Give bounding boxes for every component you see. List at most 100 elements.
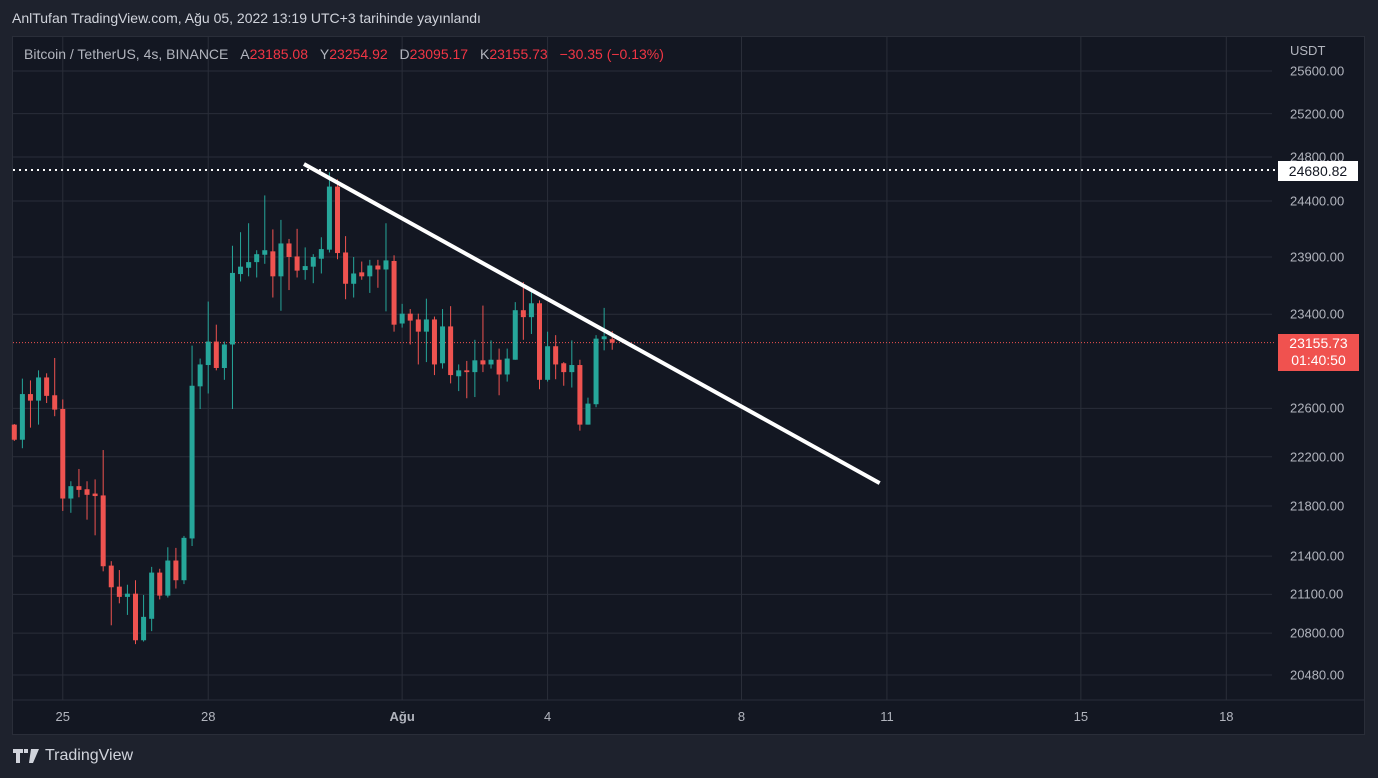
candle-body-down (92, 493, 98, 497)
candle-body-up (456, 370, 462, 377)
trendline (302, 162, 881, 485)
candle-body-down (52, 395, 58, 410)
open-value: 23185.08 (249, 46, 309, 62)
candle-body-up (318, 249, 324, 259)
last-price-label: 23155.73 01:40:50 (1278, 334, 1359, 371)
tradingview-logo-icon (13, 749, 39, 763)
chart-pane[interactable] (12, 36, 1365, 735)
horizontal-line-price-label: 24680.82 (1278, 161, 1358, 181)
candle-body-down (577, 365, 583, 425)
low-label: D (399, 46, 410, 62)
candle-body-up (383, 260, 389, 270)
candle-body-down (375, 265, 381, 270)
candle-body-up (262, 250, 268, 255)
candle-body-down (359, 272, 365, 277)
time-tick-label: Ağu (389, 709, 415, 724)
candle-body-up (423, 319, 429, 332)
price-tick-label: 20480.00 (1290, 667, 1345, 683)
symbol-name[interactable]: Bitcoin / TetherUS, 4s, BINANCE (24, 46, 229, 62)
candle-body-up (278, 243, 284, 277)
candle-body-down (391, 260, 397, 325)
candle-body-down (11, 424, 17, 440)
time-tick-label: 28 (200, 709, 216, 724)
candle-body-down (173, 560, 179, 581)
price-tick-label: 24400.00 (1290, 193, 1345, 209)
last-price-value: 23155.73 (1289, 335, 1348, 351)
candle-body-down (27, 394, 33, 401)
low-value: 23095.17 (409, 46, 469, 62)
high-value: 23254.92 (329, 46, 388, 62)
price-tick-label: 22600.00 (1290, 400, 1345, 416)
candle-body-up (19, 394, 25, 440)
candle-body-up (367, 265, 373, 277)
candle-body-down (100, 495, 106, 567)
candle-body-down (431, 319, 437, 365)
price-tick-label: 21100.00 (1290, 586, 1344, 602)
price-tick-label: 25200.00 (1290, 106, 1345, 122)
close-value: 23155.73 (489, 46, 548, 62)
candle-body-up (246, 262, 252, 268)
time-tick-label: 15 (1073, 709, 1089, 724)
price-tick-label: 23900.00 (1290, 249, 1345, 265)
candle-body-down (157, 572, 163, 596)
price-tick-label: 21800.00 (1290, 498, 1345, 514)
published-caption: AnlTufan TradingView.com, Ağu 05, 2022 1… (12, 10, 481, 26)
time-tick-label: 4 (543, 709, 552, 724)
candle-body-up (229, 272, 235, 345)
candle-body-up (36, 377, 42, 401)
price-unit[interactable]: USDT (1290, 43, 1326, 58)
price-tick-label: 25600.00 (1290, 63, 1345, 79)
candle-body-up (181, 537, 187, 581)
candle-body-up (254, 254, 260, 263)
candle-body-down (76, 486, 82, 490)
candle-body-down (561, 363, 567, 373)
candle-body-down (415, 319, 421, 332)
price-tick-label: 22200.00 (1290, 449, 1345, 465)
price-tick-label: 21400.00 (1290, 548, 1345, 564)
candle-body-up (585, 403, 591, 425)
symbol-legend: Bitcoin / TetherUS, 4s, BINANCE A23185.0… (24, 46, 664, 62)
candle-body-down (609, 339, 615, 343)
candle-body-up (504, 358, 510, 375)
candle-body-up (472, 360, 478, 373)
candle-body-down (116, 586, 122, 597)
time-tick-label: 18 (1219, 709, 1234, 724)
change-value: −30.35 (−0.13%) (559, 46, 664, 62)
candle-body-up (68, 486, 74, 499)
bar-countdown: 01:40:50 (1291, 352, 1346, 368)
candle-body-down (133, 593, 138, 641)
candle-body-down (343, 252, 349, 284)
candle-body-up (488, 359, 494, 365)
candle-body-down (480, 360, 486, 365)
close-label: K (479, 46, 490, 62)
candle-body-down (537, 303, 542, 380)
tradingview-logo[interactable]: TradingView (13, 747, 133, 765)
candle-body-up (593, 338, 599, 405)
candle-body-down (407, 313, 413, 321)
candle-body-up (197, 364, 203, 387)
price-tick-label: 24800.00 (1290, 149, 1345, 165)
time-tick-label: 25 (55, 709, 70, 724)
candle-body-up (189, 385, 195, 539)
candle-body-down (294, 256, 300, 271)
candle-body-up (601, 336, 607, 340)
candle-body-up (221, 344, 227, 368)
candle-body-down (496, 359, 502, 375)
brand-name: TradingView (45, 747, 134, 764)
candle-body-up (310, 257, 316, 267)
candle-body-up (528, 303, 534, 318)
candle-body-down (213, 341, 219, 368)
candle-body-down (448, 326, 454, 376)
candle-body-up (124, 593, 130, 597)
candle-body-up (512, 310, 518, 360)
candle-body-up (399, 313, 405, 324)
candle-body-up (440, 326, 446, 364)
candle-body-up (302, 266, 308, 271)
price-tick-label: 23400.00 (1290, 306, 1345, 322)
candle-body-down (286, 243, 292, 258)
candle-body-up (351, 273, 357, 284)
candle-body-up (205, 341, 211, 366)
candle-body-up (165, 560, 171, 596)
candle-body-down (108, 565, 114, 588)
